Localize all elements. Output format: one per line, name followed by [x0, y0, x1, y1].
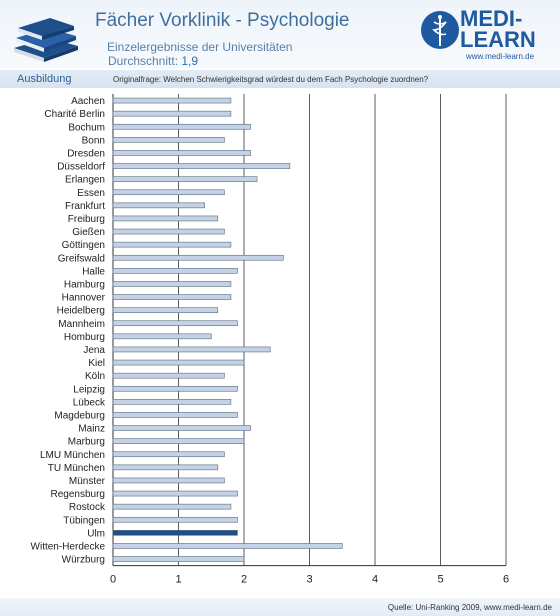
bar-23 — [112, 399, 232, 405]
question-text: Originalfrage: Welchen Schwierigkeitsgra… — [113, 75, 429, 84]
bar-6 — [112, 176, 258, 182]
category-label-1: Charité Berlin — [44, 109, 105, 120]
category-label-22: Leipzig — [73, 384, 105, 395]
page-title: Fächer Vorklinik - Psychologie — [95, 10, 350, 31]
bar-2 — [112, 123, 251, 130]
bar-18 — [112, 333, 212, 340]
category-label-3: Bonn — [82, 135, 105, 146]
category-label-4: Dresden — [67, 148, 105, 159]
section-label: Ausbildung — [17, 73, 72, 85]
x-tick-label-6: 6 — [503, 574, 509, 586]
bar-14 — [112, 281, 232, 287]
category-label-33: Ulm — [87, 528, 105, 539]
bar-26 — [112, 438, 245, 444]
category-label-28: TU München — [48, 463, 105, 474]
category-label-14: Hamburg — [64, 279, 105, 290]
bar-12 — [112, 254, 284, 261]
bar-5 — [112, 163, 291, 169]
bar-3 — [112, 137, 225, 143]
category-label-21: Köln — [85, 371, 105, 382]
category-label-29: Münster — [69, 476, 106, 487]
x-tick-label-4: 4 — [372, 574, 378, 586]
category-label-32: Tübingen — [63, 515, 105, 526]
bar-31 — [112, 503, 232, 510]
bar-4 — [112, 150, 251, 156]
category-label-8: Frankfurt — [65, 201, 105, 212]
bar-25 — [112, 425, 251, 431]
bar-20 — [112, 359, 245, 366]
category-label-16: Heidelberg — [57, 306, 105, 317]
bar-11 — [112, 241, 232, 248]
bar-17 — [112, 320, 238, 327]
header-band — [0, 0, 560, 68]
bar-1 — [112, 110, 232, 117]
bar-33 — [112, 530, 238, 536]
category-label-35: Würzburg — [62, 555, 105, 566]
bar-15 — [112, 294, 232, 300]
category-label-7: Essen — [77, 188, 105, 199]
category-label-20: Kiel — [88, 358, 105, 369]
source-note: Quelle: Uni-Ranking 2009, www.medi-learn… — [387, 603, 552, 612]
category-label-26: Marburg — [68, 437, 105, 448]
bar-13 — [112, 268, 238, 274]
category-label-6: Erlangen — [65, 175, 105, 186]
category-label-34: Witten-Herdecke — [31, 541, 106, 552]
x-tick-label-3: 3 — [306, 574, 312, 586]
brand-url: www.medi-learn.de — [466, 52, 535, 61]
category-label-31: Rostock — [69, 502, 106, 513]
x-tick-label-0: 0 — [110, 574, 116, 586]
bar-9 — [112, 215, 219, 222]
x-tick-label-5: 5 — [437, 574, 443, 586]
bar-7 — [112, 189, 225, 196]
bar-24 — [112, 412, 238, 418]
x-tick-label-1: 1 — [175, 574, 181, 586]
category-label-18: Homburg — [64, 332, 105, 343]
bar-27 — [112, 451, 225, 458]
category-label-13: Halle — [82, 266, 105, 277]
category-label-12: Greifswald — [58, 253, 105, 264]
bar-0 — [112, 97, 232, 104]
subtitle-line: Einzelergebnisse der Universitäten — [107, 40, 293, 54]
books-icon — [14, 18, 78, 62]
bar-30 — [112, 490, 238, 497]
section-bar — [0, 70, 560, 88]
average-value: 1,9 — [181, 54, 199, 68]
bar-34 — [112, 543, 343, 549]
bar-16 — [112, 307, 219, 313]
category-label-0: Aachen — [71, 96, 105, 107]
category-label-25: Mainz — [78, 424, 105, 435]
bar-8 — [112, 202, 205, 209]
average-label: Durchschnitt: — [108, 54, 179, 68]
x-tick-label-2: 2 — [241, 574, 247, 586]
bar-10 — [112, 228, 225, 235]
caduceus-icon — [421, 11, 459, 49]
bar-29 — [112, 477, 225, 484]
bar-35 — [112, 556, 245, 562]
medi-learn-logo: MEDI- LEARN www.medi-learn.de — [420, 6, 555, 66]
category-label-27: LMU München — [40, 450, 105, 461]
category-label-15: Hannover — [62, 293, 106, 304]
page-subtitle: Einzelergebnisse der Universitäten Durch… — [107, 40, 292, 68]
category-label-5: Düsseldorf — [57, 162, 105, 173]
category-label-30: Regensburg — [51, 489, 105, 500]
bar-32 — [112, 516, 238, 523]
category-label-24: Magdeburg — [54, 410, 105, 421]
average-line: Durchschnitt: 1,9 — [107, 54, 292, 68]
category-label-23: Lübeck — [73, 397, 106, 408]
bar-21 — [112, 372, 225, 379]
footer-band — [0, 598, 560, 616]
category-label-19: Jena — [83, 345, 105, 356]
bar-28 — [112, 464, 219, 471]
brand-top: MEDI- — [460, 6, 523, 31]
category-label-10: Gießen — [72, 227, 105, 238]
brand-bottom: LEARN — [460, 27, 536, 52]
bar-19 — [112, 346, 271, 353]
category-label-2: Bochum — [68, 122, 105, 133]
category-label-17: Mannheim — [58, 319, 105, 330]
category-label-9: Freiburg — [68, 214, 105, 225]
bar-22 — [112, 385, 238, 392]
category-label-11: Göttingen — [62, 240, 105, 251]
